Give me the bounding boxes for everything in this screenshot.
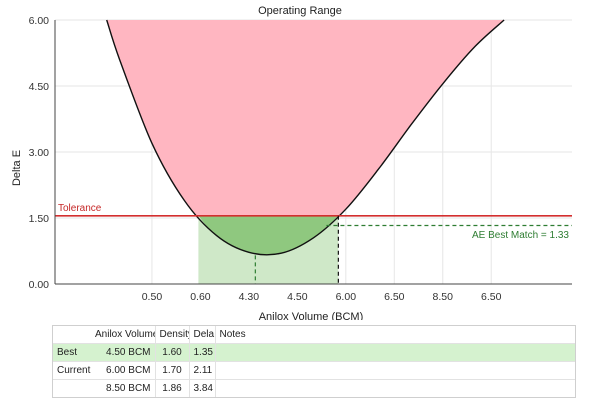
x-tick-label: 0.60 bbox=[190, 291, 211, 303]
x-tick-label: 6.50 bbox=[481, 291, 502, 303]
anilox-volume-cell: 6.00 BCM bbox=[91, 361, 155, 380]
x-axis-label: Anilox Volume (BCM) bbox=[259, 311, 364, 320]
y-tick-label: 0.00 bbox=[29, 279, 50, 291]
y-tick-label: 1.50 bbox=[29, 213, 50, 225]
x-tick-label: 6.00 bbox=[336, 291, 357, 303]
header-density: Density bbox=[154, 326, 189, 344]
x-tick-label: 4.50 bbox=[287, 291, 308, 303]
delta-e-curve bbox=[106, 19, 505, 256]
out-of-tolerance-area bbox=[106, 20, 505, 255]
notes-cell[interactable] bbox=[214, 361, 575, 380]
chart-title: Operating Range bbox=[258, 5, 342, 17]
density-cell: 1.86 bbox=[154, 379, 189, 397]
tolerance-label: Tolerance bbox=[58, 203, 102, 214]
density-cell: 1.60 bbox=[154, 343, 189, 362]
header-anilox-volume: Anilox Volume bbox=[91, 326, 155, 344]
x-tick-label: 0.50 bbox=[142, 291, 163, 303]
y-tick-label: 6.00 bbox=[29, 15, 50, 27]
table-row[interactable]: 8.50 BCM 1.86 3.84 bbox=[53, 379, 575, 398]
x-tick-label: 8.50 bbox=[433, 291, 454, 303]
y-tick-label: 4.50 bbox=[29, 81, 50, 93]
delta-e-cell: 3.84 bbox=[188, 379, 215, 397]
table-row[interactable]: Current 6.00 BCM 1.70 2.11 bbox=[53, 361, 575, 380]
notes-cell[interactable] bbox=[214, 379, 575, 397]
y-tick-label: 3.00 bbox=[29, 147, 50, 159]
x-tick-label: 6.50 bbox=[384, 291, 405, 303]
anilox-volume-cell: 8.50 BCM bbox=[106, 383, 151, 394]
row-label: Best bbox=[53, 343, 91, 362]
operating-range-chart: 0.00 1.50 3.00 4.50 6.00 0.50 0.60 4.30 4.50 6.0… bbox=[11, 5, 572, 320]
delta-e-cell: 1.35 bbox=[188, 343, 215, 362]
row-label bbox=[53, 380, 91, 398]
delta-e-cell: 2.11 bbox=[188, 361, 215, 380]
notes-cell[interactable] bbox=[214, 343, 575, 362]
header-notes: Notes bbox=[214, 326, 575, 344]
table-header-row: Anilox Volume Density Dela E Notes bbox=[53, 326, 575, 344]
anilox-volume-cell: 4.50 BCM bbox=[91, 343, 155, 362]
in-tolerance-area bbox=[198, 215, 339, 255]
results-table: Anilox Volume Density Dela E Notes Best … bbox=[52, 325, 576, 398]
x-tick-label: 4.30 bbox=[239, 291, 260, 303]
header-label bbox=[53, 326, 91, 344]
table-row[interactable]: Best 4.50 BCM 1.60 1.35 bbox=[53, 343, 575, 362]
y-axis-label: Delta E bbox=[11, 150, 23, 186]
best-match-label: AE Best Match = 1.33 bbox=[472, 230, 569, 241]
row-label: Current bbox=[53, 361, 91, 380]
density-cell: 1.70 bbox=[154, 361, 189, 380]
header-delta-e: Dela E bbox=[188, 326, 215, 344]
x-tick-labels: 0.50 0.60 4.30 4.50 6.00 6.50 8.50 6.50 bbox=[142, 291, 502, 303]
y-tick-labels: 0.00 1.50 3.00 4.50 6.00 bbox=[29, 15, 50, 291]
